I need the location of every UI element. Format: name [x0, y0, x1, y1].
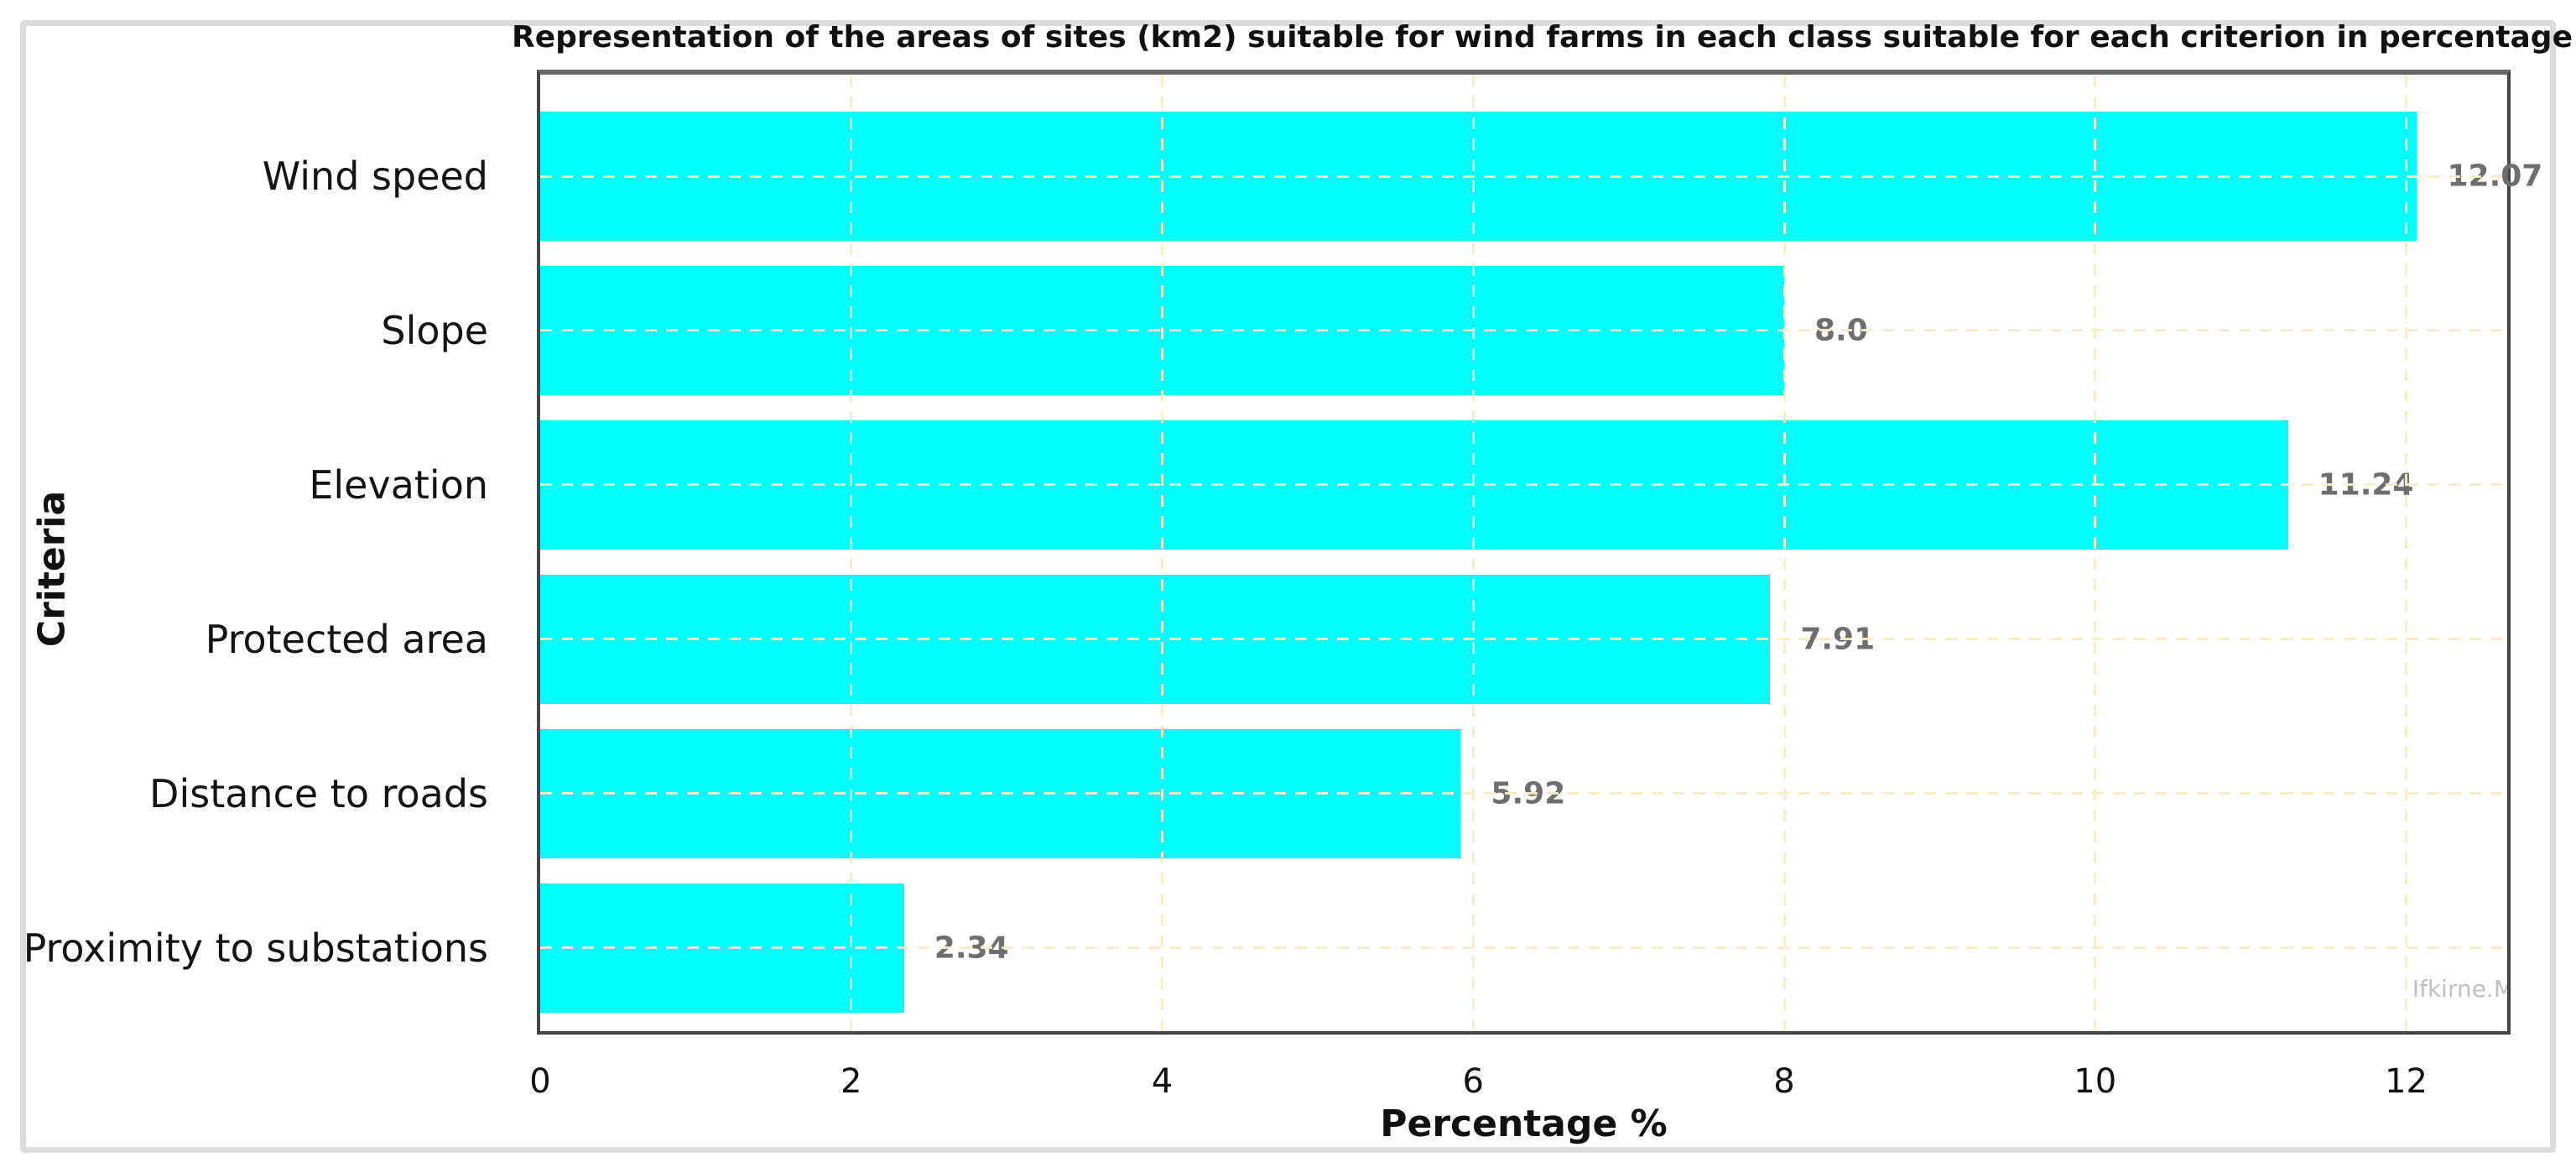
x-tick-label: 4 — [1151, 1062, 1174, 1101]
category-label: Protected area — [205, 616, 488, 662]
h-gridline — [540, 483, 2507, 487]
category-label: Slope — [381, 307, 488, 353]
x-tick-label: 8 — [1773, 1062, 1795, 1101]
v-gridline — [1782, 75, 1786, 1031]
category-label: Elevation — [309, 461, 488, 508]
category-label: Proximity to substations — [23, 925, 488, 971]
h-gridline — [540, 638, 2507, 641]
v-gridline — [2405, 75, 2407, 1031]
watermark: Ifkirne.M — [2412, 975, 2511, 1003]
h-gridline — [540, 792, 2507, 795]
x-tick-label: 0 — [529, 1062, 551, 1101]
category-label: Distance to roads — [149, 770, 488, 816]
x-tick-label: 10 — [2074, 1062, 2117, 1101]
x-axis-title: Percentage % — [1380, 1103, 1668, 1145]
v-gridline — [1471, 75, 1475, 1031]
h-gridline — [540, 329, 2507, 332]
x-tick-label: 12 — [2385, 1062, 2428, 1101]
v-gridline — [2094, 75, 2097, 1031]
x-axis-tick-labels: 0 2 4 6 8 10 12 — [529, 1062, 2507, 1103]
chart-title: Representation of the areas of sites (km… — [512, 20, 2573, 55]
category-label: Wind speed — [262, 154, 488, 199]
x-tick-label: 2 — [840, 1062, 862, 1101]
h-gridline — [540, 175, 2507, 178]
plot-area: Ifkirne.M — [537, 70, 2511, 1035]
v-gridline — [1161, 75, 1163, 1031]
v-gridline — [850, 75, 853, 1031]
y-axis-tick-labels: Wind speed Slope Elevation Protected area Di… — [0, 70, 488, 1035]
x-tick-label: 6 — [1462, 1062, 1484, 1101]
h-gridline — [540, 946, 2507, 949]
